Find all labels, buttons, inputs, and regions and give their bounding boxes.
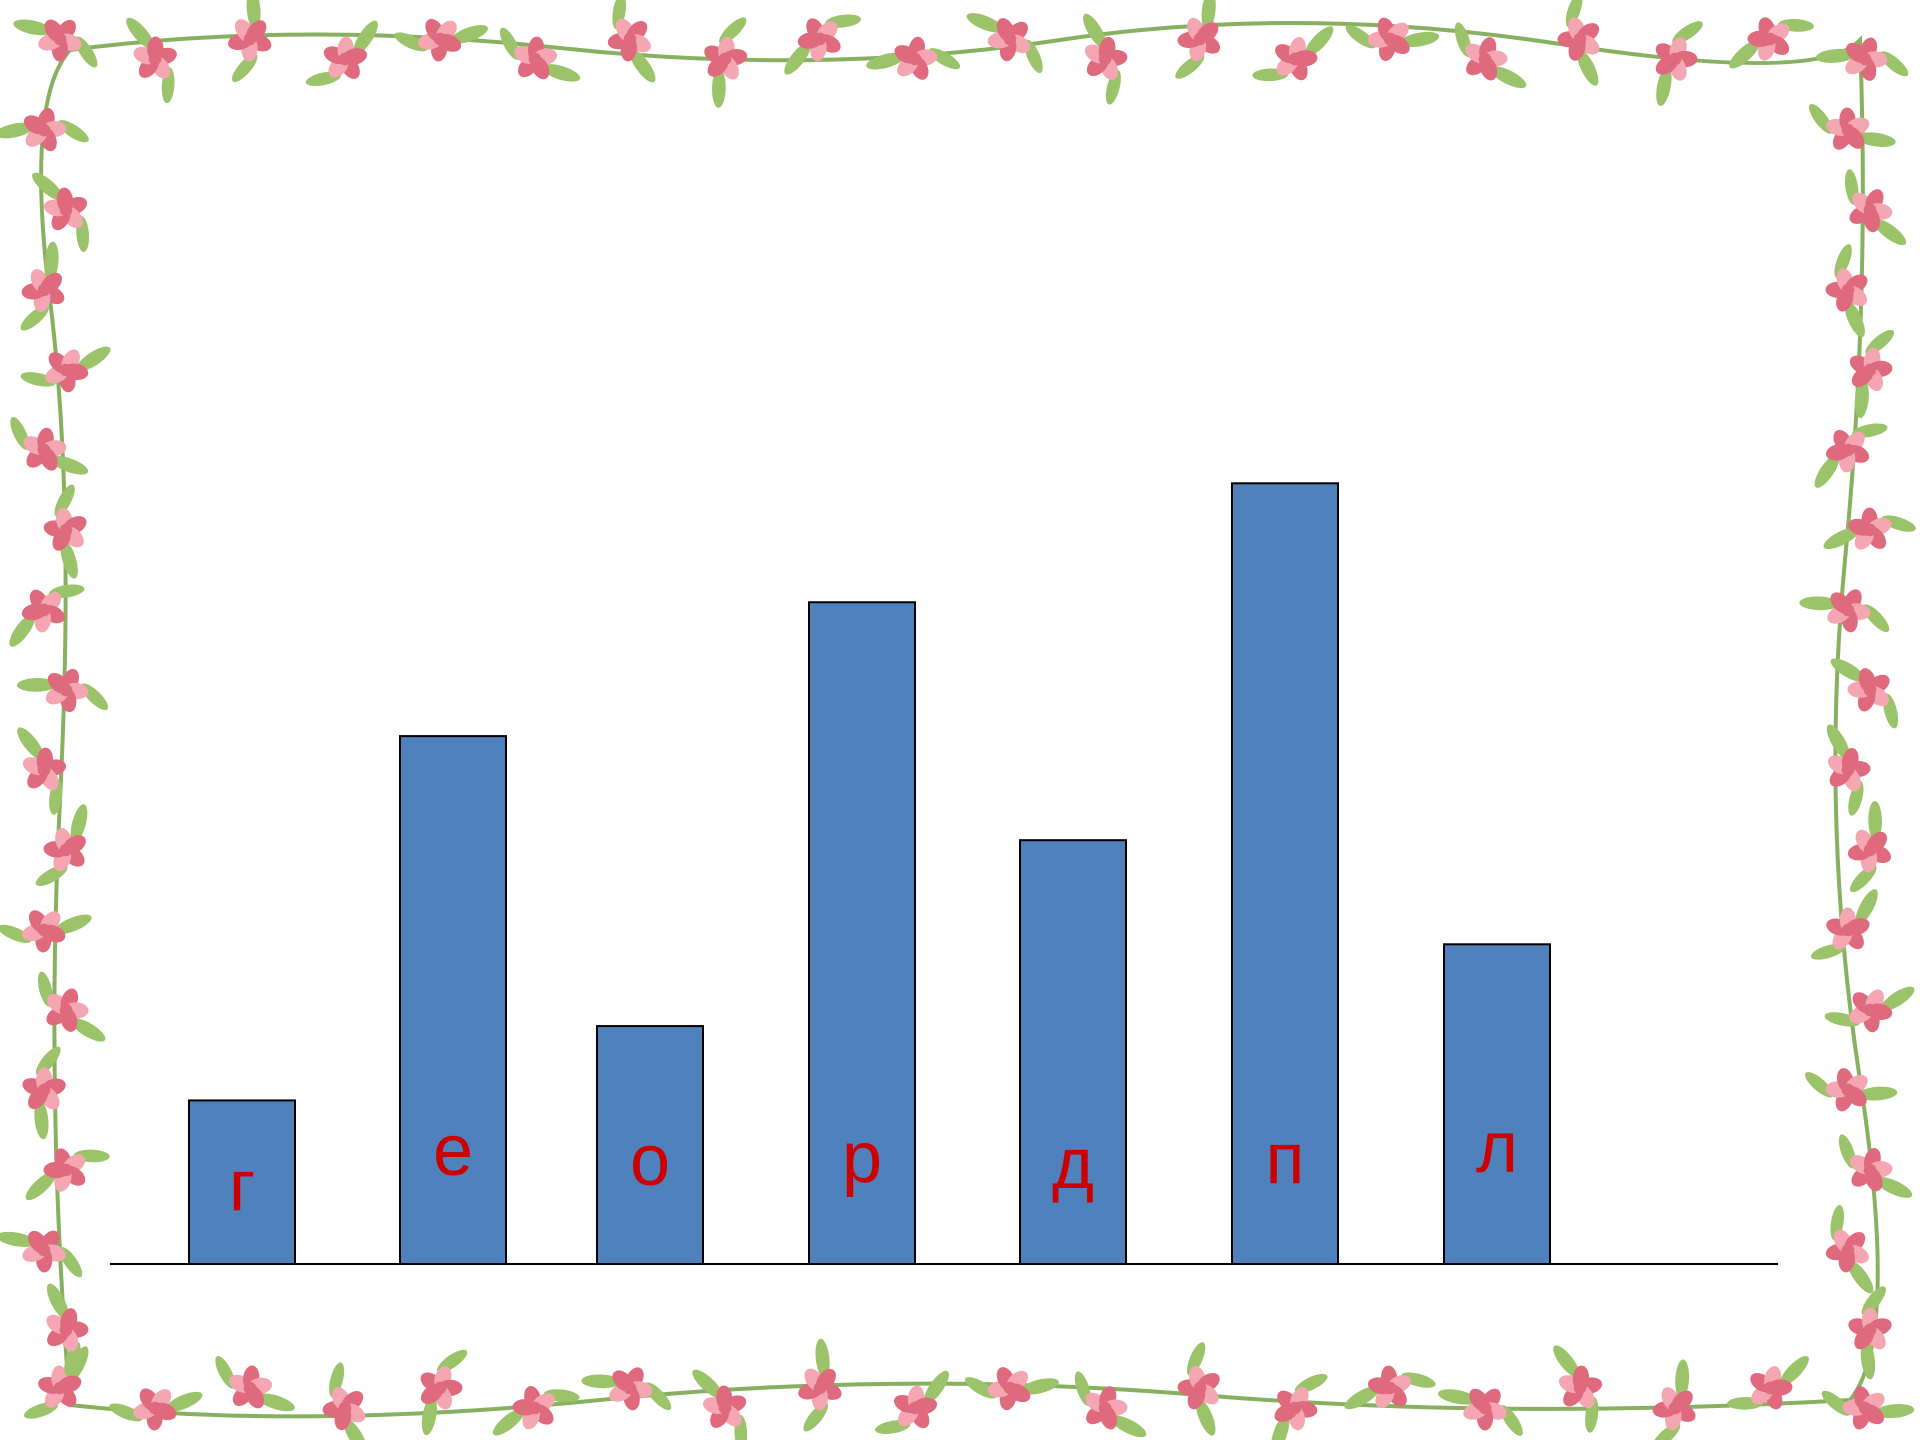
flower-icon (1830, 658, 1899, 729)
bar-6 (1231, 482, 1339, 1265)
flower-icon (13, 19, 98, 68)
flower-icon (1345, 17, 1440, 61)
flower-icon (1804, 1068, 1898, 1112)
flower-icon (499, 27, 581, 82)
flower-icon (1454, 22, 1527, 89)
flower-icon (704, 17, 748, 108)
bar-2 (399, 735, 507, 1265)
flower-icon (0, 1230, 83, 1278)
flower-icon (126, 17, 177, 104)
flower-icon (32, 172, 90, 253)
flower-icon (1825, 1204, 1874, 1294)
flower-icon (0, 910, 92, 953)
flower-icon (692, 1369, 748, 1440)
bar-label-5: д (1052, 1124, 1094, 1204)
flower-icon (20, 346, 111, 393)
flower-icon (1810, 889, 1878, 960)
flower-icon (17, 727, 67, 815)
flower-icon (1814, 423, 1888, 488)
flower-icon (581, 1367, 672, 1411)
flower-icon (492, 1386, 580, 1436)
flower-icon (1815, 37, 1909, 81)
flower-icon (1344, 1365, 1436, 1410)
bar-1 (188, 1099, 296, 1266)
flower-icon (394, 18, 489, 62)
bar-label-4: р (842, 1118, 882, 1198)
bar-4 (808, 601, 916, 1265)
flower-icon (874, 1370, 950, 1435)
flower-icon (866, 36, 961, 80)
flower-icon (25, 1148, 110, 1201)
flower-icon (1652, 1359, 1696, 1440)
flower-icon (10, 416, 89, 475)
flower-icon (22, 1046, 66, 1140)
flower-icon (0, 107, 89, 152)
flower-icon (20, 241, 65, 331)
flower-icon (1823, 507, 1916, 550)
flower-icon (228, 0, 272, 83)
flower-icon (305, 20, 378, 87)
flower-icon (420, 1349, 468, 1436)
flower-icon (1838, 1134, 1913, 1198)
flower-icon (966, 13, 1043, 74)
flower-icon (1727, 1355, 1809, 1410)
flower-icon (1844, 169, 1907, 246)
flower-icon (1177, 1342, 1220, 1436)
flower-icon (1799, 589, 1890, 633)
flower-icon (16, 668, 109, 713)
bar-3 (596, 1025, 704, 1265)
flower-icon (46, 1283, 89, 1376)
flower-icon (1849, 329, 1895, 419)
flower-icon (1252, 26, 1334, 82)
flower-icon (23, 1346, 89, 1419)
flower-icon (215, 1356, 295, 1412)
flower-icon (1847, 800, 1892, 893)
bar-label-7: л (1476, 1108, 1518, 1188)
flower-icon (1824, 986, 1915, 1033)
flower-icon (9, 584, 85, 647)
bar-label-6: п (1266, 1119, 1305, 1199)
bar-label-2: е (433, 1111, 473, 1191)
flower-icon (784, 14, 862, 75)
flower-icon (109, 1388, 203, 1431)
bar-5 (1019, 839, 1127, 1265)
bar-7 (1443, 943, 1551, 1265)
flower-icon (607, 0, 656, 83)
flower-icon (1655, 21, 1703, 107)
flower-icon (964, 1367, 1059, 1411)
bar-label-1: г (229, 1146, 255, 1226)
flower-icon (1437, 1388, 1523, 1436)
flower-icon (1848, 1286, 1892, 1380)
flower-icon (43, 484, 87, 579)
flower-icon (1175, 0, 1221, 79)
flower-icon (1074, 1371, 1147, 1438)
flower-icon (322, 1362, 367, 1440)
flower-icon (35, 804, 88, 887)
flower-icon (1553, 1345, 1603, 1433)
flower-icon (1821, 1386, 1915, 1430)
flower-icon (37, 971, 106, 1042)
flower-icon (1271, 1373, 1328, 1440)
flower-icon (1729, 17, 1814, 69)
bar-label-3: о (630, 1121, 670, 1201)
flower-icon (798, 1338, 842, 1432)
flower-icon (1808, 103, 1896, 150)
flower-icon (1825, 244, 1868, 338)
flower-icon (1557, 0, 1600, 86)
flower-icon (1826, 724, 1871, 816)
flower-icon (1083, 13, 1128, 105)
